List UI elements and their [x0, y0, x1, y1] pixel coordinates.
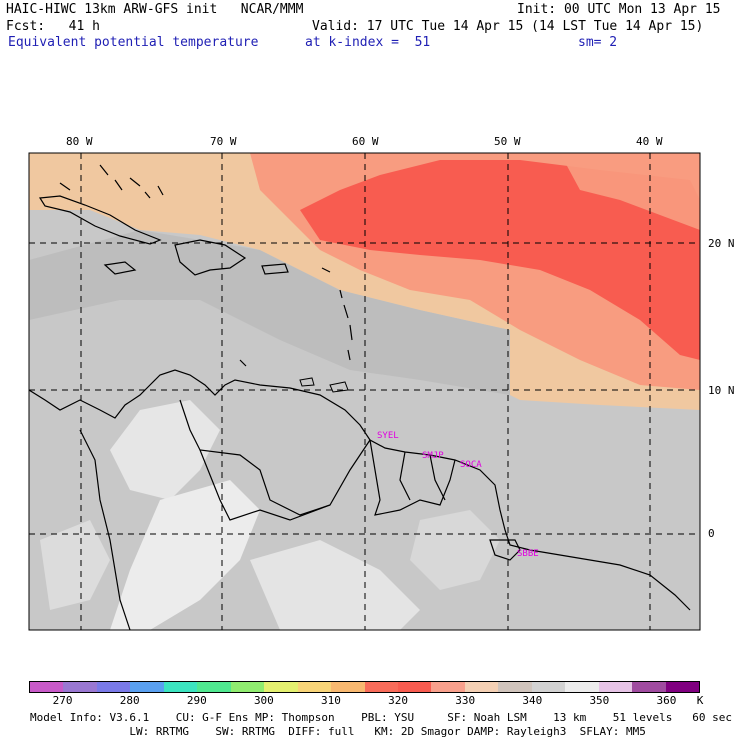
colorbar-label: 330: [455, 694, 476, 707]
colorbar-swatch: [464, 682, 499, 692]
colorbar-swatch: [63, 682, 97, 692]
colorbar-swatch: [331, 682, 365, 692]
station-smjp: SMJP: [422, 451, 444, 461]
valid-time: Valid: 17 UTC Tue 14 Apr 15 (14 LST Tue …: [312, 19, 704, 34]
colorbar-swatch: [163, 682, 198, 692]
field-red-core: [300, 160, 700, 360]
field-name: Equivalent potential temperature: [8, 35, 259, 50]
colorbar-swatch: [30, 682, 64, 692]
colorbar-label: 270: [52, 694, 73, 707]
field-grey-band: [29, 230, 510, 395]
field-light-patch-5: [410, 510, 500, 590]
colorbar-swatch: [230, 682, 265, 692]
field-light-patch-1: [110, 400, 220, 500]
colorbar-swatch: [96, 682, 131, 692]
colorbar-label: 280: [119, 694, 140, 707]
forecast-hour: Fcst: 41 h: [6, 19, 100, 34]
lat-label-20n: 20 N: [708, 237, 735, 250]
lon-label-50w: 50 W: [494, 135, 521, 148]
colorbar-swatch: [397, 682, 432, 692]
smoothing: sm= 2: [578, 35, 618, 50]
colorbar-swatch: [431, 682, 465, 692]
field-light-patch-3: [250, 540, 420, 630]
colorbar-label: 290: [186, 694, 207, 707]
colorbar-swatch: [665, 682, 700, 692]
lon-label-80w: 80 W: [66, 135, 93, 148]
lat-label-0: 0: [708, 527, 715, 540]
colorbar-swatch: [632, 682, 666, 692]
coastlines: [29, 164, 691, 630]
colorbar-label: K: [696, 694, 704, 707]
level-index: at k-index = 51: [305, 35, 431, 50]
init-time: Init: 00 UTC Mon 13 Apr 15: [517, 2, 721, 17]
colorbar-label: 320: [388, 694, 409, 707]
colorbar-swatch: [565, 682, 599, 692]
lon-label-60w: 60 W: [352, 135, 379, 148]
model-info-line2: LW: RRTMG SW: RRTMG DIFF: full KM: 2D Sm…: [30, 725, 646, 738]
lat-label-10n: 10 N: [708, 384, 735, 397]
station-sbbe: SBBE: [517, 549, 539, 559]
colorbar-label: 340: [522, 694, 543, 707]
colorbar-label: 360: [656, 694, 677, 707]
graticule: [29, 153, 700, 630]
colorbar-swatch: [364, 682, 398, 692]
colorbar-label: 310: [321, 694, 341, 707]
model-info-line1: Model Info: V3.6.1 CU: G-F Ens MP: Thomp…: [30, 711, 732, 724]
colorbar-swatch: [531, 682, 566, 692]
lon-label-40w: 40 W: [636, 135, 663, 148]
colorbar: [29, 681, 700, 693]
colorbar-swatch: [498, 682, 532, 692]
colorbar-swatch: [297, 682, 332, 692]
colorbar-swatch: [264, 682, 298, 692]
colorbar-label: 350: [589, 694, 610, 707]
colorbar-label: 300: [253, 694, 274, 707]
field-salmon-patch: [560, 153, 700, 230]
colorbar-swatch: [130, 682, 164, 692]
colorbar-labels: 270 280 290 300 310 320 330 340 350 360 K: [0, 695, 740, 709]
station-soca: SOCA: [460, 460, 482, 470]
map-frame: [28, 152, 701, 631]
lon-label-70w: 70 W: [210, 135, 237, 148]
colorbar-swatch: [598, 682, 633, 692]
field-light-patch-4: [40, 520, 110, 610]
station-syel: SYEL: [377, 431, 399, 441]
colorbar-swatch: [197, 682, 231, 692]
model-title: HAIC-HIWC 13km ARW-GFS init NCAR/MMM: [6, 2, 304, 17]
